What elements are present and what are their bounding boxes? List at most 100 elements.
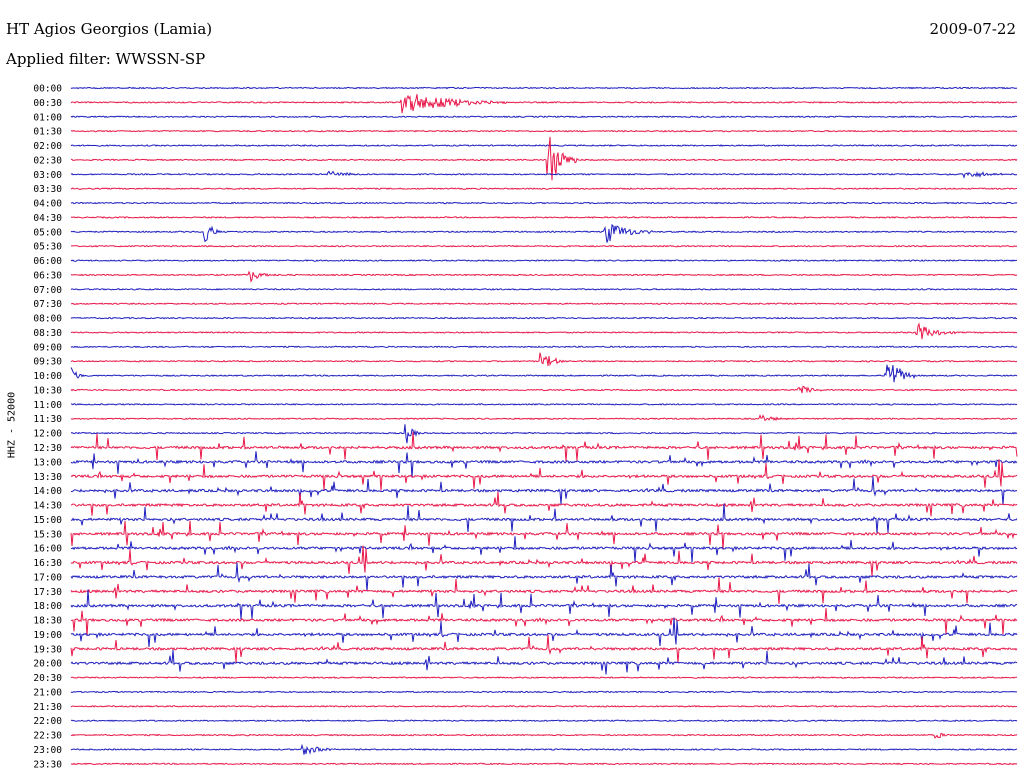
row-label: 04:30 <box>33 213 62 224</box>
row-label: 12:00 <box>33 429 62 440</box>
trace-line <box>70 364 1018 383</box>
row-label: 05:00 <box>33 227 62 238</box>
trace-line <box>70 545 1018 577</box>
row-label: 13:00 <box>33 457 62 468</box>
row-label: 22:30 <box>33 731 62 742</box>
trace-line <box>70 223 1018 243</box>
row-label: 01:00 <box>33 112 62 123</box>
row-label: 11:00 <box>33 400 62 411</box>
row-label: 23:00 <box>33 745 62 756</box>
trace-line <box>70 459 1018 491</box>
row-label: 20:00 <box>33 659 62 670</box>
trace-line <box>70 649 1018 675</box>
trace-line <box>70 476 1018 506</box>
trace-line <box>70 704 1018 708</box>
row-label: 09:00 <box>33 342 62 353</box>
row-label: 05:30 <box>33 242 62 253</box>
trace-line <box>70 216 1018 219</box>
row-label: 21:00 <box>33 687 62 698</box>
trace-line <box>70 451 1018 478</box>
trace-line <box>70 634 1018 664</box>
row-label: 14:00 <box>33 486 62 497</box>
trace-line <box>70 345 1018 349</box>
trace-line <box>70 352 1018 367</box>
row-label: 08:30 <box>33 328 62 339</box>
row-label: 13:30 <box>33 472 62 483</box>
trace-line <box>70 322 1018 340</box>
row-label: 19:30 <box>33 644 62 655</box>
trace-line <box>70 403 1018 406</box>
row-label: 14:30 <box>33 501 62 512</box>
trace-line <box>70 520 1018 550</box>
row-label: 03:30 <box>33 184 62 195</box>
trace-line <box>70 302 1018 306</box>
row-label: 15:30 <box>33 529 62 540</box>
date-label: 2009-07-22 <box>929 20 1016 38</box>
row-label: 01:30 <box>33 127 62 138</box>
row-label: 21:30 <box>33 702 62 713</box>
trace-line <box>70 690 1017 694</box>
row-label: 07:00 <box>33 285 62 296</box>
trace-line <box>70 244 1018 248</box>
row-label: 06:30 <box>33 270 62 281</box>
row-label: 22:00 <box>33 716 62 727</box>
row-label: 16:30 <box>33 558 62 569</box>
trace-line <box>70 762 1018 766</box>
trace-line <box>70 287 1018 291</box>
row-label: 18:00 <box>33 601 62 612</box>
row-label: 03:00 <box>33 170 62 181</box>
trace-line <box>70 577 1018 604</box>
filter-label: Applied filter: WWSSN-SP <box>6 50 206 68</box>
row-label: 07:30 <box>33 299 62 310</box>
row-label: 02:00 <box>33 141 62 152</box>
trace-line <box>70 536 1018 563</box>
trace-line <box>70 187 1017 191</box>
trace-line <box>70 743 1018 755</box>
row-label: 23:30 <box>33 759 62 770</box>
row-label: 08:00 <box>33 314 62 325</box>
trace-line <box>70 115 1018 119</box>
trace-line <box>70 144 1018 147</box>
row-label: 17:30 <box>33 587 62 598</box>
trace-line <box>70 608 1018 636</box>
trace-line <box>70 732 1018 739</box>
station-title: HT Agios Georgios (Lamia) <box>6 20 213 38</box>
row-label: 20:30 <box>33 673 62 684</box>
row-label: 02:30 <box>33 155 62 166</box>
trace-line <box>70 201 1018 205</box>
row-label: 19:00 <box>33 630 62 641</box>
row-label: 11:30 <box>33 414 62 425</box>
trace-line <box>70 617 1018 647</box>
row-label: 16:00 <box>33 544 62 555</box>
trace-line <box>70 589 1018 620</box>
trace-line <box>70 136 1018 181</box>
row-label: 00:30 <box>33 98 62 109</box>
trace-line <box>70 676 1018 679</box>
trace-line <box>70 491 1018 517</box>
row-label: 18:30 <box>33 616 62 627</box>
trace-line <box>70 259 1017 262</box>
row-label: 09:30 <box>33 357 62 368</box>
trace-line <box>70 719 1018 723</box>
row-label: 04:00 <box>33 199 62 210</box>
row-label: 17:00 <box>33 572 62 583</box>
trace-line <box>70 270 1018 283</box>
trace-line <box>70 94 1018 114</box>
trace-line <box>70 431 1018 462</box>
trace-line <box>70 316 1018 320</box>
row-label: 06:00 <box>33 256 62 267</box>
trace-rows: 00:00 00:30 01:00 01:30 02:00 02:30 03:00 03:30… <box>33 84 1018 770</box>
trace-line <box>70 385 1018 394</box>
row-label: 12:30 <box>33 443 62 454</box>
trace-line <box>70 424 1018 444</box>
trace-line <box>70 503 1018 534</box>
trace-line <box>70 414 1017 422</box>
row-label: 00:00 <box>33 84 62 95</box>
trace-line <box>70 86 1018 90</box>
trace-line <box>70 129 1018 133</box>
row-label: 10:00 <box>33 371 62 382</box>
row-label: 10:30 <box>33 385 62 396</box>
trace-line <box>70 562 1018 592</box>
trace-line <box>70 170 1018 179</box>
